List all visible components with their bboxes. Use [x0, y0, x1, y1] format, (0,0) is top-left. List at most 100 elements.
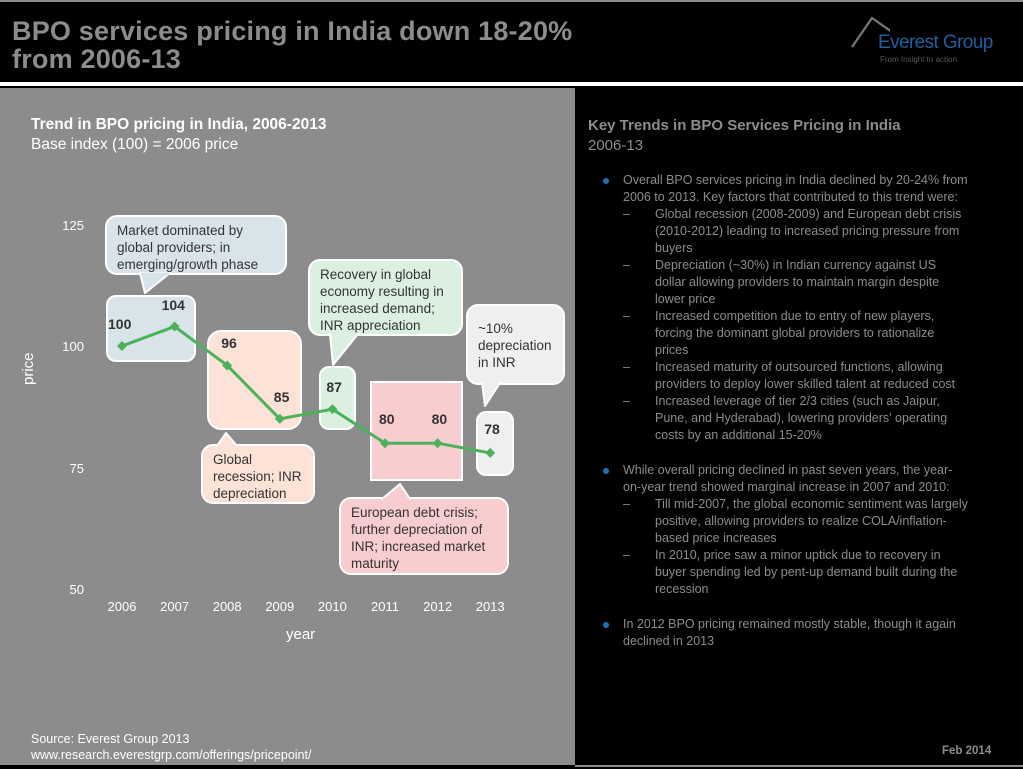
trend-sub-bullet: – Global recession (2008-2009) and Europe…	[600, 206, 970, 257]
data-label: 87	[326, 379, 342, 396]
diamond-marker-icon	[485, 447, 496, 458]
period-box-2013	[476, 411, 514, 476]
callout-pointer	[216, 432, 238, 447]
everest-group-logo: Everest Group From Insight to action.	[850, 14, 993, 66]
trend-sub-bullet: – Till mid-2007, the global economic sent…	[600, 496, 970, 547]
data-label: 96	[221, 335, 237, 352]
dash-marker-icon: –	[623, 309, 630, 323]
dash-marker-icon: –	[623, 497, 630, 511]
trend-sub-bullet: – Increased maturity of outsourced functi…	[600, 359, 970, 393]
y-tick: 50	[69, 582, 84, 597]
y-tick: 125	[62, 218, 84, 233]
page-title: BPO services pricing in India down 18-20…	[12, 17, 572, 73]
x-tick: 2006	[107, 599, 137, 614]
callout-text: Recovery in global economy resulting in …	[320, 267, 444, 333]
bullet-dot-icon	[603, 468, 609, 474]
x-tick: 2007	[160, 599, 190, 614]
x-tick: 2013	[475, 599, 505, 614]
diamond-marker-icon	[117, 341, 127, 351]
diamond-marker-icon	[274, 413, 285, 424]
callout-2006-2007: Market dominated by global providers; in…	[105, 215, 287, 275]
publication-date: Feb 2014	[942, 745, 992, 757]
key-trends-panel	[575, 88, 1023, 765]
diamond-marker-icon	[432, 438, 443, 449]
chart-title: Trend in BPO pricing in India, 2006-2013	[31, 116, 327, 133]
chart-subtitle: Base index (100) = 2006 price	[31, 136, 239, 153]
key-trends-list: Overall BPO services pricing in India de…	[600, 172, 970, 650]
callout-2010: Recovery in global economy resulting in …	[308, 259, 463, 336]
key-trends-years: 2006-13	[588, 137, 644, 154]
bullet-text: While overall pricing declined in past s…	[623, 463, 953, 494]
y-axis-label: price	[20, 352, 37, 385]
data-label: 78	[484, 420, 500, 437]
logo-tagline: From Insight to action.	[880, 55, 960, 64]
data-label: 80	[431, 411, 448, 428]
callout-2013: ~10% depreciation in INR	[466, 304, 565, 385]
period-box-2006-2007	[106, 295, 196, 362]
source-url: www.research.everestgrp.com/offerings/pr…	[31, 748, 312, 762]
dash-marker-icon: –	[623, 207, 630, 221]
period-box-2011-2012	[370, 381, 463, 481]
data-label: 104	[161, 296, 185, 313]
dash-marker-icon: –	[623, 360, 630, 374]
bullet-text: In 2012 BPO pricing remained mostly stab…	[623, 617, 956, 648]
x-tick: 2012	[423, 599, 453, 614]
key-trends-heading: Key Trends in BPO Services Pricing in In…	[588, 117, 901, 134]
top-rule	[0, 0, 1023, 2]
key-trends-title: Key Trends in BPO Services Pricing in In…	[588, 116, 901, 156]
dash-marker-icon: –	[623, 394, 630, 408]
price-line-series	[117, 321, 496, 458]
trend-sub-bullet: – Increased competition due to entry of n…	[600, 308, 970, 359]
y-tick: 100	[62, 339, 84, 354]
sub-bullet-text: Till mid-2007, the global economic senti…	[655, 497, 968, 545]
price-line	[121, 324, 491, 455]
logo-name: Everest Group	[878, 32, 993, 53]
data-label: 80	[379, 411, 395, 428]
bottom-rule	[575, 765, 1023, 767]
x-tick: 2011	[371, 599, 399, 614]
data-label: 85	[273, 388, 290, 405]
x-tick: 2010	[317, 599, 347, 614]
dash-marker-icon: –	[623, 548, 630, 562]
bullet-dot-icon	[603, 178, 609, 184]
trend-bullet: While overall pricing declined in past s…	[600, 462, 970, 496]
diamond-marker-icon	[222, 360, 233, 371]
diamond-marker-icon	[380, 438, 390, 449]
trend-sub-bullet: – Depreciation (~30%) in Indian currency …	[600, 257, 970, 308]
trend-bullet: Overall BPO services pricing in India de…	[600, 172, 970, 206]
header-divider	[0, 82, 1023, 86]
data-label: 100	[108, 316, 132, 332]
diamond-marker-icon	[169, 321, 180, 332]
sub-bullet-text: In 2010, price saw a minor uptick due to…	[655, 548, 958, 596]
y-tick: 75	[69, 461, 84, 476]
callout-pointer	[481, 382, 501, 407]
sub-bullet-text: Increased leverage of tier 2/3 cities (s…	[655, 394, 948, 442]
bullet-text: Overall BPO services pricing in India de…	[623, 173, 968, 204]
sub-bullet-text: Depreciation (~30%) in Indian currency a…	[655, 258, 940, 306]
x-axis-label: year	[286, 626, 316, 643]
period-box-2008-2009	[207, 330, 302, 430]
diamond-marker-icon	[327, 404, 338, 415]
sub-bullet-text: Increased competition due to entry of ne…	[655, 309, 935, 357]
mountain-peak-icon	[851, 16, 890, 48]
callout-2011-2012: European debt crisis; further depreciati…	[339, 497, 509, 575]
source-text: Source: Everest Group 2013	[31, 732, 190, 746]
callout-text: Global recession; INR depreciation	[213, 452, 302, 501]
sub-bullet-text: Increased maturity of outsourced functio…	[655, 360, 956, 391]
sub-bullet-text: Global recession (2008-2009) and Europea…	[655, 207, 962, 255]
x-tick: 2008	[212, 599, 242, 614]
trend-sub-bullet: – Increased leverage of tier 2/3 cities (…	[600, 393, 970, 444]
trend-sub-bullet: – In 2010, price saw a minor uptick due t…	[600, 547, 970, 598]
dash-marker-icon: –	[623, 258, 630, 272]
title-line-2: from 2006-13	[12, 44, 181, 74]
callout-text: Market dominated by global providers; in…	[117, 223, 259, 272]
callout-pointer	[329, 333, 359, 366]
trend-bullet: In 2012 BPO pricing remained mostly stab…	[600, 616, 970, 650]
callout-pointer	[381, 483, 411, 500]
callout-2008-2009: Global recession; INR depreciation	[201, 444, 315, 504]
callout-pointer	[139, 272, 171, 294]
callout-text: ~10% depreciation in INR	[478, 321, 552, 370]
callout-text: European debt crisis; further depreciati…	[351, 505, 486, 571]
bullet-dot-icon	[603, 622, 609, 628]
